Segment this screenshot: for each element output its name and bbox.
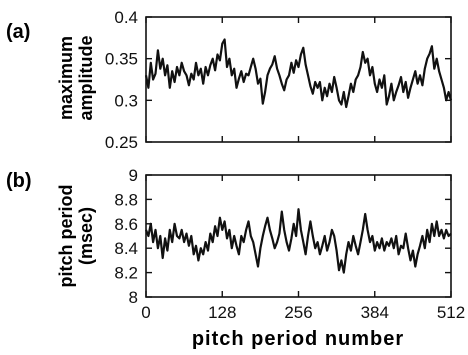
panel-a-ylabel-line-2: amplitude [76,35,96,120]
panel-a-ytick-label: 0.4 [114,8,138,27]
panel-b-ytick-label: 8.8 [114,190,138,209]
panel-b-xtick-label: 0 [141,303,150,322]
panel-b-y-axis: 8 8.2 8.4 8.6 8.8 9 [114,166,451,307]
panel-a-ylabel-line-1: maximum [56,36,76,120]
panel-a: (a) maximum amplitude 0.25 0.3 0.35 0.4 [6,8,453,152]
panel-a-axes-frame [145,16,452,143]
panel-a-ytick-label: 0.35 [105,50,138,69]
panel-b-xtick-label: 512 [437,303,465,322]
panel-b-xtick-label: 128 [208,303,236,322]
panel-b-ytick-label: 9 [129,166,138,185]
panel-b-xlabel: pitch period number [192,328,404,350]
panel-b-ytick-label: 8 [129,288,138,307]
panel-a-label: (a) [6,21,30,43]
panel-b-series-line [144,208,452,274]
panel-b-label: (b) [6,170,32,192]
panel-b-xtick-label: 384 [361,303,389,322]
panel-b: (b) pitch period (msec) 8 8.2 8.4 8.6 8.8 9 0… [6,166,465,350]
panel-b-ytick-label: 8.2 [114,264,138,283]
panel-a-ytick-label: 0.25 [105,133,138,152]
panel-a-series-line [144,38,453,109]
panel-b-ylabel-line-2: (msec) [76,207,96,265]
panel-b-ytick-label: 8.4 [114,239,138,258]
panel-b-x-axis: 0 128 256 384 512 [141,175,465,322]
panel-a-ytick-label: 0.3 [114,91,138,110]
panel-a-y-axis: 0.25 0.3 0.35 0.4 [105,8,451,152]
panel-b-ytick-label: 8.6 [114,215,138,234]
panel-b-ylabel-line-1: pitch period [56,185,76,288]
panel-b-xtick-label: 256 [284,303,312,322]
panel-a-x-axis [145,17,452,142]
